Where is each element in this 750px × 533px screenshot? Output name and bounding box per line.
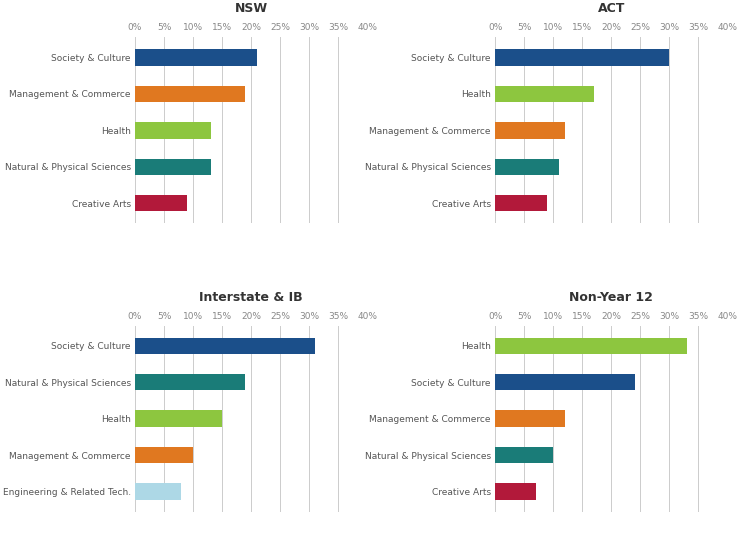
- Bar: [495, 483, 536, 500]
- Bar: [495, 86, 594, 102]
- Title: ACT: ACT: [598, 2, 625, 15]
- Bar: [135, 159, 211, 175]
- Bar: [135, 195, 188, 212]
- Bar: [135, 447, 193, 463]
- Bar: [495, 337, 687, 354]
- Bar: [495, 49, 670, 66]
- Bar: [135, 410, 222, 427]
- Bar: [495, 447, 554, 463]
- Bar: [135, 86, 245, 102]
- Bar: [495, 159, 559, 175]
- Bar: [495, 195, 548, 212]
- Bar: [135, 374, 245, 390]
- Title: Non-Year 12: Non-Year 12: [569, 290, 653, 304]
- Bar: [135, 483, 182, 500]
- Bar: [495, 374, 634, 390]
- Title: Interstate & IB: Interstate & IB: [200, 290, 303, 304]
- Bar: [135, 337, 315, 354]
- Title: NSW: NSW: [235, 2, 268, 15]
- Bar: [135, 122, 211, 139]
- Bar: [135, 49, 257, 66]
- Bar: [495, 410, 565, 427]
- Bar: [495, 122, 565, 139]
